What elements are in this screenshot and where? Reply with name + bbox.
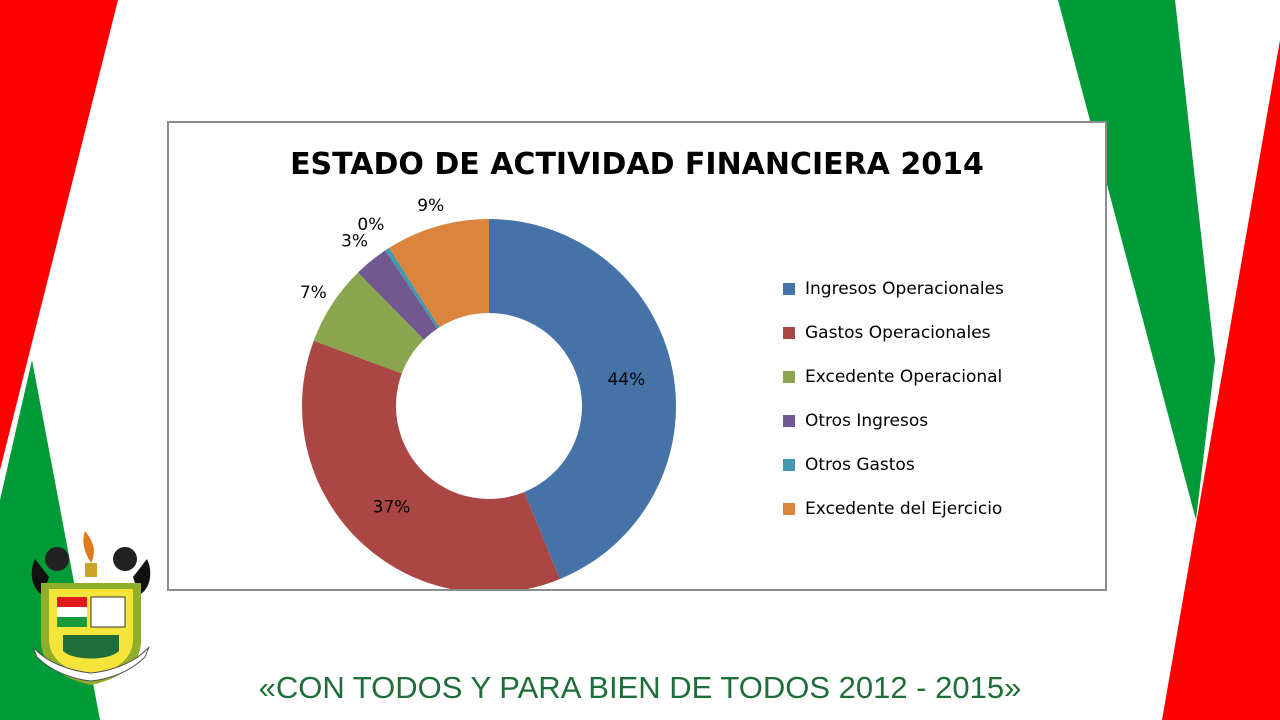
data-label-otros-gastos: 0% [357, 215, 384, 235]
data-label-excedente-del-ejercicio: 9% [417, 196, 444, 216]
legend-swatch [783, 327, 795, 339]
donut-chart: 44% 37% 7% 3%0% 9% [300, 196, 676, 589]
legend-swatch [783, 415, 795, 427]
pie-slice-ingresos-operacionales [489, 219, 676, 580]
legend-label: Excedente del Ejercicio [805, 499, 1003, 519]
pie-slice-excedente-operacional [313, 272, 424, 374]
legend-swatch [783, 283, 795, 295]
legend-label: Otros Ingresos [805, 411, 929, 431]
chart-frame: ESTADO DE ACTIVIDAD FINANCIERA 2014 44% 3… [167, 121, 1107, 591]
slide-slogan: «CON TODOS Y PARA BIEN DE TODOS 2012 - 2… [258, 670, 1022, 705]
municipal-coat-of-arms-icon [31, 531, 151, 685]
data-label-gastos-operacionales: 37% [373, 498, 411, 518]
legend-swatch [783, 503, 795, 515]
legend-label: Ingresos Operacionales [805, 279, 1004, 299]
legend-swatch [783, 371, 795, 383]
pie-slice-excedente-del-ejercicio [389, 219, 489, 328]
data-label-excedente-operacional: 7% [300, 283, 327, 303]
data-label-otros-ingresos: 3% [341, 232, 368, 252]
left-red-stripe [0, 0, 118, 470]
data-label-ingresos-operacionales: 44% [607, 370, 645, 390]
legend-label: Gastos Operacionales [805, 323, 991, 343]
legend-label: Excedente Operacional [805, 367, 1003, 387]
pie-slice-otros-ingresos [358, 250, 438, 340]
legend-label: Otros Gastos [805, 455, 915, 475]
legend-swatch [783, 459, 795, 471]
right-red-stripe [1162, 40, 1280, 720]
chart-title: ESTADO DE ACTIVIDAD FINANCIERA 2014 [290, 147, 984, 182]
pie-slice-gastos-operacionales [302, 340, 560, 589]
pie-slice-otros-gastos [385, 247, 440, 329]
